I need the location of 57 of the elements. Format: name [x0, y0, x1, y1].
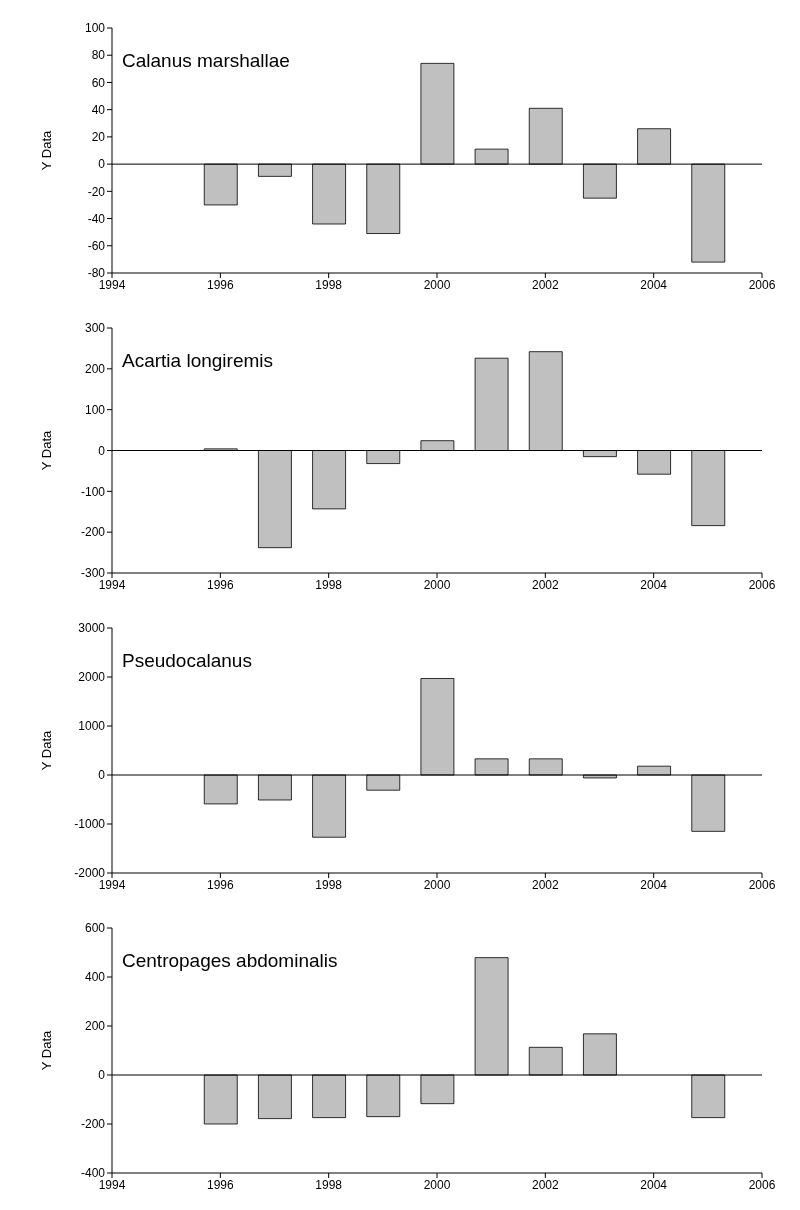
- x-tick-label: 1998: [315, 877, 343, 892]
- x-tick-label: 1996: [206, 877, 234, 892]
- x-tick-label: 2002: [531, 577, 559, 592]
- y-tick-label: 200: [84, 362, 106, 377]
- y-axis-title: Y Data: [38, 129, 54, 171]
- y-axis-title: Y Data: [38, 729, 54, 771]
- x-tick-label: 2002: [531, 1177, 559, 1192]
- y-tick-label: 300: [84, 321, 106, 336]
- y-tick-label: 600: [84, 921, 106, 936]
- y-axis-title: Y Data: [38, 1029, 54, 1071]
- y-tick-label: 200: [84, 1019, 106, 1034]
- y-tick-label: 3000: [78, 621, 106, 636]
- x-tick-label: 1996: [206, 1177, 234, 1192]
- x-tick-label: 2004: [640, 1177, 668, 1192]
- text: Acartia longiremis: [122, 350, 273, 372]
- y-tick-label: 80: [91, 48, 106, 63]
- text: Pseudocalanus: [122, 650, 252, 672]
- y-tick-label: 0: [98, 1068, 106, 1083]
- x-tick-label: 1996: [206, 577, 234, 592]
- x-tick-label: 1998: [315, 277, 343, 292]
- y-tick-label: -1000: [74, 817, 106, 832]
- x-tick-label: 2002: [531, 877, 559, 892]
- y-tick-label: 2000: [78, 670, 106, 685]
- x-tick-label: 2006: [748, 877, 776, 892]
- x-tick-label: 2004: [640, 877, 668, 892]
- y-tick-label: 1000: [78, 719, 106, 734]
- x-tick-label: 2006: [748, 1177, 776, 1192]
- y-tick-label: 400: [84, 970, 106, 985]
- y-tick-label: -20: [87, 184, 106, 199]
- x-tick-label: 2000: [423, 277, 451, 292]
- y-tick-label: 100: [84, 21, 106, 36]
- y-tick-label: 0: [98, 157, 106, 172]
- y-tick-label: 0: [98, 768, 106, 783]
- y-tick-label: -200: [80, 525, 106, 540]
- y-tick-label: 0: [98, 443, 106, 458]
- x-tick-label: 2006: [748, 277, 776, 292]
- y-tick-label: -200: [80, 1117, 106, 1132]
- y-axis-title: Y Data: [38, 429, 54, 471]
- x-tick-label: 1998: [315, 1177, 343, 1192]
- x-tick-label: 2000: [423, 877, 451, 892]
- y-tick-label: 100: [84, 402, 106, 417]
- x-tick-label: 1998: [315, 577, 343, 592]
- y-tick-label: -60: [87, 239, 106, 254]
- text: Calanus marshallae: [122, 50, 290, 72]
- y-tick-label: -100: [80, 484, 106, 499]
- x-tick-label: 2004: [640, 277, 668, 292]
- x-tick-label: 2000: [423, 577, 451, 592]
- x-tick-label: 2000: [423, 1177, 451, 1192]
- text: Centropages abdominalis: [122, 950, 338, 972]
- x-tick-label: 2002: [531, 277, 559, 292]
- x-tick-label: 1996: [206, 277, 234, 292]
- y-tick-label: 40: [91, 102, 106, 117]
- y-tick-label: 20: [91, 130, 106, 145]
- y-tick-label: -40: [87, 211, 106, 226]
- x-tick-label: 2004: [640, 577, 668, 592]
- y-tick-label: 60: [91, 75, 106, 90]
- x-tick-label: 2006: [748, 577, 776, 592]
